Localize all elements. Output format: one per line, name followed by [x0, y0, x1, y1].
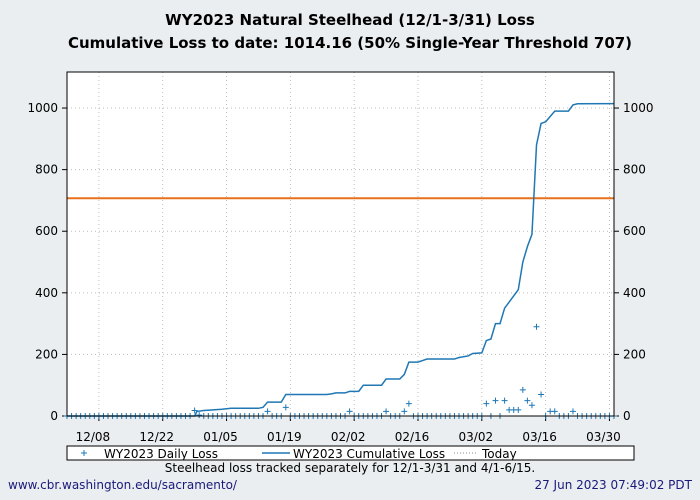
footer-note: Steelhead loss tracked separately for 12… [164, 461, 536, 475]
legend-daily-label: WY2023 Daily Loss [104, 447, 218, 461]
chart-title: WY2023 Natural Steelhead (12/1-3/31) Los… [165, 11, 535, 29]
x-tick-label: 12/22 [139, 430, 174, 444]
legend-daily-marker [81, 450, 87, 456]
y-tick-label: 800 [35, 163, 58, 177]
daily-loss-marker [401, 408, 408, 415]
daily-loss-marker [515, 406, 522, 413]
y-tick-label-right: 1000 [623, 101, 654, 115]
y-tick-label-right: 400 [623, 286, 646, 300]
x-tick-label: 03/30 [586, 430, 621, 444]
daily-loss-marker [501, 397, 508, 404]
y-tick-label: 1000 [27, 101, 58, 115]
daily-loss-marker [346, 408, 353, 415]
y-tick-label-right: 200 [623, 347, 646, 361]
x-tick-label: 12/08 [76, 430, 111, 444]
y-tick-label-right: 0 [623, 409, 631, 423]
y-tick-label: 0 [50, 409, 58, 423]
timestamp: 27 Jun 2023 07:49:02 PDT [534, 478, 692, 492]
plot-frame [66, 71, 615, 417]
legend-cumulative-label: WY2023 Cumulative Loss [293, 447, 445, 461]
source-link[interactable]: www.cbr.washington.edu/sacramento/ [8, 478, 237, 492]
x-tick-label: 02/02 [331, 430, 366, 444]
y-tick-label: 400 [35, 286, 58, 300]
plot-area [67, 72, 614, 416]
daily-loss-marker [383, 408, 390, 415]
daily-loss-marker [519, 386, 526, 393]
daily-loss-marker [538, 391, 545, 398]
y-tick-label: 600 [35, 224, 58, 238]
legend-box [66, 445, 635, 461]
daily-loss-marker [551, 408, 558, 415]
cumulative-loss-line [67, 102, 615, 417]
x-tick-label: 01/05 [203, 430, 238, 444]
daily-loss-marker [282, 404, 289, 411]
daily-loss-marker [569, 408, 576, 415]
chart-subtitle: Cumulative Loss to date: 1014.16 (50% Si… [67, 34, 633, 52]
x-tick-label: 03/02 [459, 430, 494, 444]
daily-loss-marker [191, 407, 198, 414]
legend-today-label: Today [481, 447, 517, 461]
daily-loss-marker [264, 408, 271, 415]
daily-loss-marker [524, 397, 531, 404]
x-tick-label: 03/16 [522, 430, 557, 444]
daily-loss-marker [528, 402, 535, 409]
y-tick-label-right: 600 [623, 224, 646, 238]
daily-loss-marker [483, 400, 490, 407]
y-tick-label: 200 [35, 347, 58, 361]
daily-loss-marker [405, 400, 412, 407]
y-tick-label-right: 800 [623, 163, 646, 177]
x-tick-label: 02/16 [395, 430, 430, 444]
daily-loss-marker [196, 412, 203, 419]
daily-loss-marker [533, 323, 540, 330]
daily-loss-marker [492, 397, 499, 404]
x-tick-label: 01/19 [267, 430, 302, 444]
